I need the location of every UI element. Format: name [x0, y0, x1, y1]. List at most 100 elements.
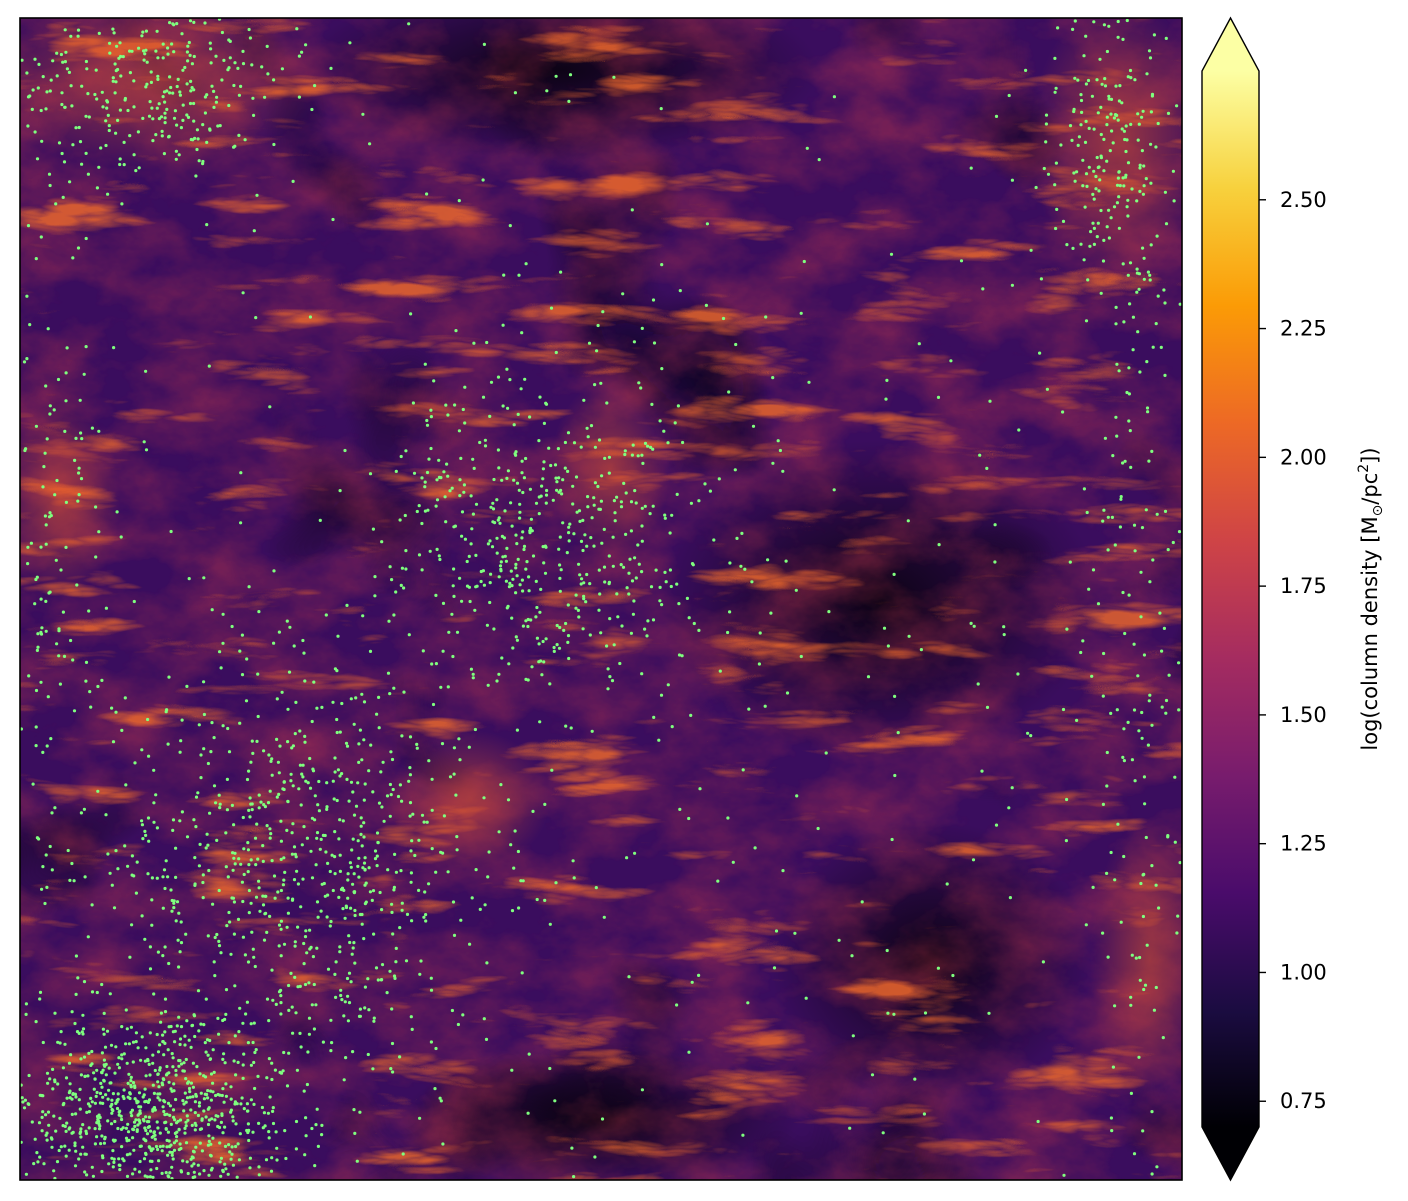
scatter-point	[1166, 111, 1171, 115]
scatter-point	[161, 42, 165, 46]
scatter-point	[339, 993, 343, 998]
scatter-point	[151, 1061, 155, 1065]
scatter-point	[79, 477, 84, 481]
scatter-point	[129, 1079, 133, 1083]
scatter-point	[219, 1156, 223, 1160]
scatter-point	[235, 1175, 239, 1179]
scatter-point	[207, 1139, 211, 1143]
scatter-point	[187, 1086, 192, 1091]
scatter-point	[199, 753, 203, 757]
scatter-point	[423, 485, 427, 489]
scatter-point	[300, 50, 304, 54]
scatter-point	[109, 1043, 114, 1047]
scatter-point	[84, 345, 88, 349]
scatter-point	[253, 964, 257, 969]
scatter-point	[287, 1008, 291, 1013]
scatter-point	[766, 558, 770, 562]
scatter-point	[126, 864, 130, 868]
scatter-point	[35, 1151, 39, 1155]
scatter-point	[225, 924, 229, 928]
scatter-point	[110, 1156, 114, 1160]
scatter-point	[1099, 291, 1103, 295]
scatter-point	[22, 360, 27, 364]
scatter-point	[90, 1165, 94, 1169]
scatter-point	[120, 1145, 124, 1149]
scatter-point	[213, 1118, 217, 1122]
scatter-point	[1111, 1065, 1115, 1069]
scatter-point	[247, 888, 251, 893]
scatter-point	[388, 969, 392, 973]
scatter-point	[20, 58, 24, 62]
scatter-point	[1079, 98, 1084, 103]
scatter-point	[65, 1096, 69, 1100]
scatter-point	[132, 1148, 136, 1152]
scatter-point	[1094, 187, 1098, 191]
scatter-point	[515, 638, 520, 642]
scatter-point	[145, 1120, 150, 1124]
scatter-point	[280, 67, 284, 71]
scatter-point	[252, 229, 256, 233]
scatter-point	[178, 1118, 183, 1122]
scatter-point	[1154, 322, 1158, 326]
scatter-point	[294, 1147, 298, 1151]
scatter-point	[229, 1097, 233, 1101]
scatter-point	[757, 662, 762, 666]
scatter-point	[1143, 983, 1148, 987]
scatter-point	[40, 626, 44, 630]
scatter-point	[234, 1122, 238, 1126]
scatter-point	[132, 153, 136, 157]
scatter-point	[138, 1159, 142, 1164]
scatter-point	[246, 841, 250, 845]
scatter-point	[564, 724, 568, 728]
scatter-point	[544, 637, 548, 641]
scatter-point	[400, 901, 404, 905]
colorbar-extend-max-arrow	[1202, 18, 1259, 71]
scatter-point	[571, 502, 575, 506]
scatter-point	[183, 1034, 187, 1038]
scatter-point	[265, 930, 269, 935]
scatter-point	[1105, 750, 1109, 755]
scatter-point	[463, 537, 467, 541]
scatter-point	[255, 822, 259, 826]
scatter-point	[881, 1131, 885, 1135]
scatter-point	[196, 137, 200, 141]
scatter-point	[479, 569, 483, 574]
scatter-point	[228, 39, 232, 44]
scatter-point	[77, 1157, 81, 1161]
scatter-point	[495, 551, 499, 555]
scatter-point	[114, 710, 118, 714]
scatter-point	[514, 533, 518, 537]
scatter-point	[520, 331, 524, 335]
scatter-point	[434, 593, 438, 598]
scatter-point	[353, 890, 357, 894]
scatter-point	[181, 1069, 185, 1073]
scatter-point	[1148, 278, 1152, 282]
scatter-point	[158, 1131, 162, 1135]
scatter-point	[155, 1120, 159, 1124]
scatter-point	[687, 616, 691, 620]
scatter-point	[572, 1175, 576, 1179]
scatter-point	[279, 1071, 284, 1075]
scatter-point	[179, 739, 183, 743]
scatter-point	[277, 771, 281, 775]
scatter-point	[394, 870, 398, 874]
scatter-point	[46, 1110, 51, 1114]
scatter-point	[1103, 77, 1107, 81]
scatter-point	[563, 466, 567, 470]
scatter-point	[95, 1114, 100, 1119]
scatter-point	[427, 882, 431, 886]
scatter-point	[61, 1124, 65, 1128]
scatter-point	[435, 498, 440, 502]
scatter-point	[279, 1001, 283, 1005]
scatter-point	[580, 577, 584, 581]
scatter-point	[1135, 290, 1139, 294]
scatter-point	[174, 919, 178, 923]
scatter-point	[93, 1101, 97, 1105]
scatter-point	[512, 423, 516, 427]
scatter-point	[199, 776, 203, 780]
scatter-point	[154, 793, 158, 797]
scatter-point	[346, 872, 350, 876]
scatter-point	[689, 713, 693, 718]
scatter-point	[1111, 454, 1115, 458]
scatter-point	[152, 820, 156, 824]
